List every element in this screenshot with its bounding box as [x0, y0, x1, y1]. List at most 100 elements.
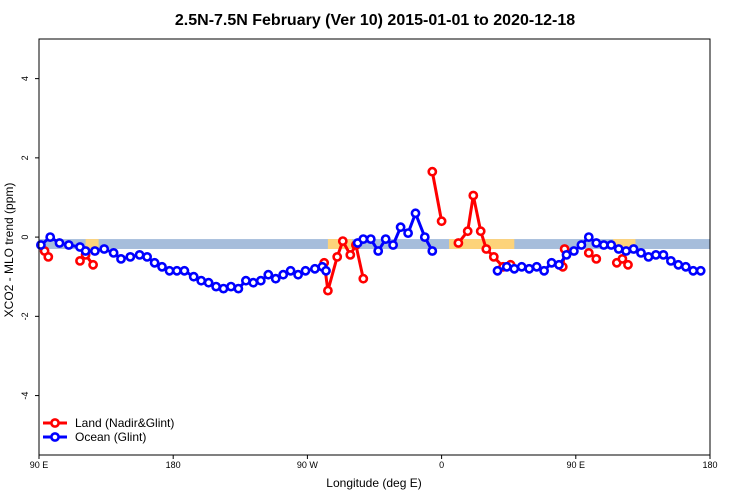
y-tick-label: 4 [20, 76, 30, 81]
series-1-point [211, 281, 221, 292]
series-1-point [278, 269, 289, 280]
x-axis: 90 E 180 90 W 0 90 E 180 [30, 455, 718, 470]
series-1-point [218, 283, 229, 294]
series-layer [36, 166, 706, 296]
series-1-point [248, 277, 259, 288]
series-0-point [488, 251, 499, 262]
y-axis-label: XCO2 - MLO trend (ppm) [2, 183, 16, 318]
series-1-point [554, 259, 564, 270]
series-0-point [462, 226, 473, 237]
series-1-point [321, 265, 331, 276]
series-1-point [621, 246, 631, 256]
series-1-point [233, 283, 244, 294]
chart-title: 2.5N-7.5N February (Ver 10) 2015-01-01 t… [175, 12, 575, 29]
series-1-point [388, 240, 398, 250]
series-1-point [666, 255, 676, 266]
land-band-3 [613, 239, 636, 249]
series-1-point [171, 265, 182, 276]
series-1-point [673, 259, 684, 270]
series-1-point [188, 271, 199, 282]
series-1-point [613, 244, 624, 254]
series-0-point [427, 166, 438, 177]
series-0-point [583, 247, 594, 258]
series-0-point [43, 251, 54, 262]
x-tick-label: 180 [166, 460, 181, 470]
series-0-point [345, 249, 356, 260]
y-axis: -4 -2 0 2 4 [20, 76, 39, 400]
series-1-point [36, 240, 46, 250]
series-1-point [134, 249, 145, 260]
series-1-point [531, 261, 542, 272]
series-1-point [419, 232, 430, 242]
series-1-point [63, 240, 74, 250]
series-1-point [410, 208, 421, 219]
series-1 [36, 208, 706, 294]
series-1-point [561, 249, 572, 260]
y-tick-label: 0 [20, 235, 30, 240]
series-1-point [636, 247, 646, 258]
series-1-point [196, 275, 207, 286]
series-1-point [54, 238, 65, 248]
legend-label-1: Ocean (Glint) [75, 430, 146, 444]
series-0-point [623, 259, 633, 270]
series-1-point [524, 263, 535, 274]
x-axis-label: Longitude (deg E) [326, 476, 421, 490]
series-0-point [332, 251, 343, 262]
series-0-point [468, 190, 479, 201]
series-1-point [255, 275, 266, 286]
x-tick-label: 180 [702, 460, 717, 470]
series-1-point [149, 257, 160, 268]
y-tick-label: -4 [20, 392, 30, 400]
series-1-point [203, 277, 214, 288]
series-1-point [157, 261, 167, 272]
series-1-point [179, 265, 190, 276]
series-1-point [651, 249, 661, 260]
series-0-point [591, 253, 602, 264]
series-1-point [643, 251, 654, 262]
series-1-point [688, 265, 699, 276]
series-1-point [583, 232, 594, 242]
series-0-point [617, 253, 628, 264]
series-0-line-3 [430, 171, 444, 222]
series-0-point [337, 236, 348, 246]
series-1-point [125, 251, 136, 262]
series-1-point [680, 261, 691, 272]
legend-marker-0 [50, 418, 60, 428]
series-1-point [358, 234, 369, 244]
legend-label-0: Land (Nadir&Glint) [75, 416, 174, 430]
series-1-point [576, 240, 587, 250]
series-1-point [501, 261, 512, 272]
series-1-point [263, 269, 274, 280]
series-0-point [322, 285, 333, 296]
series-1-point [90, 246, 100, 256]
series-1-point [108, 247, 119, 258]
x-tick-label: 90 E [30, 460, 49, 470]
series-1-point [539, 265, 549, 276]
series-1-point [285, 265, 296, 276]
series-1-point [226, 281, 236, 292]
legend: Land (Nadir&Glint)Ocean (Glint) [43, 416, 174, 444]
series-1-point [300, 265, 311, 276]
series-1-point [403, 228, 413, 238]
series-1-point [45, 232, 56, 242]
series-1-point [591, 238, 602, 248]
series-1-point [293, 269, 303, 280]
series-0-point [436, 216, 447, 227]
x-tick-label: 0 [439, 460, 444, 470]
series-1-point [569, 246, 579, 256]
plot-frame [38, 38, 711, 456]
series-1-point [99, 244, 110, 254]
series-0-point [453, 238, 464, 248]
series-1-point [309, 263, 320, 274]
land-band-0 [85, 239, 99, 249]
series-0-point [88, 259, 98, 270]
series-1-point [380, 234, 391, 244]
series-0-point [75, 255, 85, 266]
series-1-point [270, 273, 281, 284]
y-tick-label: 2 [20, 155, 30, 160]
series-1-point [606, 240, 617, 250]
series-1-point [427, 246, 438, 256]
series-1-point [80, 246, 91, 256]
series-1-point [492, 265, 503, 276]
